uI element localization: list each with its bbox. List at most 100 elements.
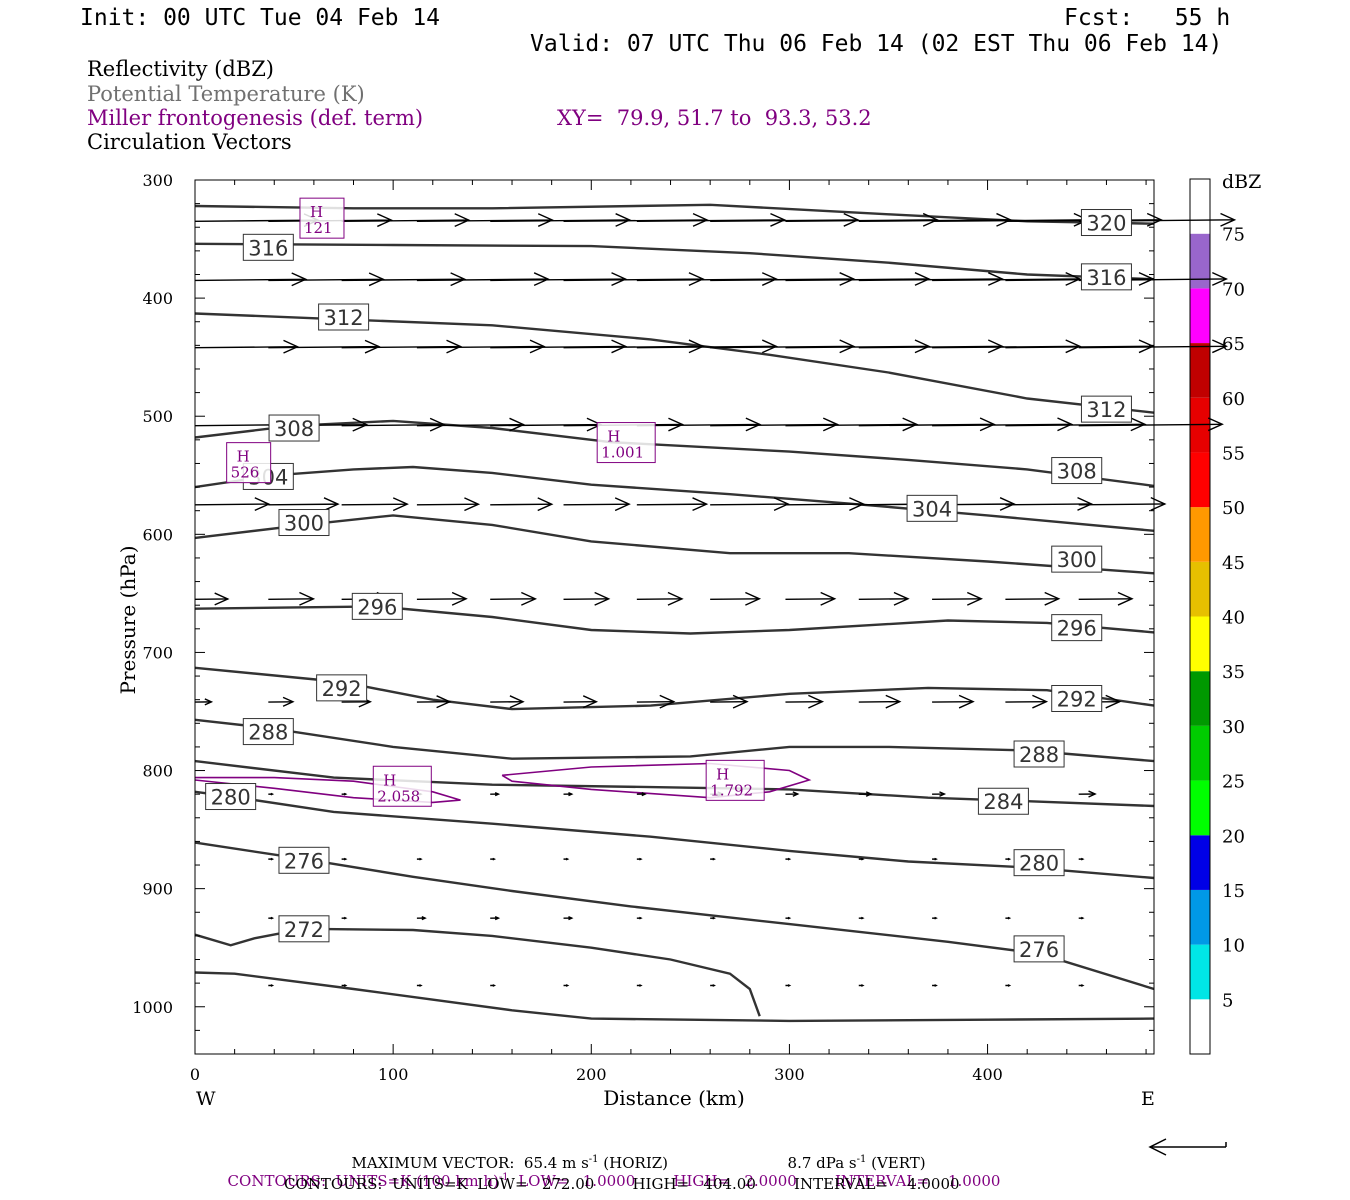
vector-shaft — [416, 278, 549, 282]
vector-head — [1080, 916, 1085, 920]
circulation-vector — [341, 497, 409, 512]
vector-head — [922, 212, 939, 227]
vector-head — [1080, 857, 1085, 861]
vector-shaft — [858, 278, 1003, 282]
circulation-vector — [416, 857, 423, 861]
colorbar-segment — [1190, 889, 1210, 945]
circulation-vector — [1078, 790, 1097, 798]
y-tick-label: 700 — [142, 643, 173, 662]
circulation-vector — [785, 339, 931, 354]
colorbar-tick-label: 20 — [1222, 826, 1245, 847]
vector-head — [641, 791, 647, 797]
vector-head — [1065, 272, 1082, 286]
circulation-vector — [416, 213, 554, 227]
vector-shaft — [341, 219, 469, 223]
vector-head — [820, 591, 837, 606]
circulation-vector — [268, 591, 316, 606]
vector-head — [712, 857, 716, 861]
theta-label: 288 — [1019, 743, 1059, 767]
vector-head — [582, 695, 599, 709]
theta-label-box — [1013, 849, 1065, 877]
circulation-vector — [563, 212, 709, 227]
circulation-vector — [1005, 694, 1049, 709]
vector-head — [1057, 417, 1074, 432]
theta-label-box — [318, 303, 370, 331]
vector-head — [987, 339, 1004, 354]
vector-head — [1207, 417, 1224, 432]
circulation-vector — [563, 915, 574, 921]
circulation-vector — [785, 497, 866, 511]
theta-contour — [194, 841, 1155, 991]
circulation-vector — [636, 694, 676, 709]
colorbar-segment — [1190, 944, 1210, 1000]
circulation-vector — [710, 857, 716, 861]
circulation-vector — [1005, 857, 1012, 861]
theta-label: 292 — [1057, 687, 1097, 711]
vert-tail: (VERT) — [866, 1154, 926, 1172]
vector-head — [1007, 984, 1012, 987]
colorbar-segment — [1190, 233, 1210, 289]
vector-shaft — [194, 503, 269, 506]
circulation-vector — [194, 497, 271, 512]
vector-head — [352, 417, 369, 432]
circulation-vector — [858, 984, 865, 987]
circulation-vector — [268, 792, 275, 796]
theta-label: 316 — [1086, 266, 1126, 290]
vector-head — [343, 916, 348, 920]
circulation-vector — [858, 417, 996, 432]
vector-shaft — [710, 503, 789, 506]
y-axis-label: Pressure (hPa) — [116, 546, 140, 695]
cross-section-endpoints: XY= 79.9, 51.7 to 93.3, 53.2 — [557, 106, 872, 130]
theta-label: 312 — [1086, 398, 1126, 422]
colorbar-tick-label: 5 — [1222, 990, 1233, 1011]
colorbar-segment — [1190, 725, 1210, 781]
vector-head — [787, 857, 792, 861]
circulation-vector — [785, 417, 919, 432]
vector-head — [270, 916, 275, 920]
vector-head — [732, 694, 749, 709]
colorbar-segment — [1190, 343, 1210, 398]
footer-max-vector: MAXIMUM VECTOR: 65.4 m s-1 (HORIZ) — [342, 1140, 668, 1171]
colorbar-tick-label: 75 — [1222, 225, 1245, 246]
vector-head — [745, 591, 762, 606]
vector-shaft — [710, 278, 854, 282]
circulation-vector — [1005, 916, 1012, 920]
colorbar-tick-label: 30 — [1222, 717, 1245, 738]
theta-contour — [194, 666, 1155, 711]
contour-labels: 3203163163123123083083043043003002962962… — [205, 197, 1132, 963]
circulation-vector — [858, 791, 873, 797]
circulation-vector — [563, 339, 705, 354]
circulation-vector — [785, 591, 837, 606]
circulation-vector — [341, 916, 348, 920]
vector-head — [565, 857, 570, 861]
circulation-vector — [785, 791, 800, 797]
vector-head — [1105, 694, 1122, 709]
theta-label: 304 — [912, 497, 952, 521]
vector-head — [270, 857, 275, 861]
vector-head — [1032, 694, 1049, 709]
circulation-vector — [416, 915, 427, 921]
circulation-vector — [710, 497, 790, 511]
vector-shaft — [932, 278, 1080, 282]
circulation-vector — [194, 592, 230, 606]
y-tick-label: 300 — [142, 171, 173, 190]
vector-head — [537, 213, 554, 227]
theta-label: 300 — [284, 512, 324, 536]
vector-shaft — [858, 423, 995, 427]
vector-head — [419, 857, 423, 861]
circulation-vector — [710, 339, 856, 354]
vector-head — [999, 497, 1016, 511]
field-frontogenesis: Miller frontogenesis (def. term) — [87, 106, 424, 130]
theta-label-box — [1051, 545, 1103, 573]
circulation-vector — [636, 417, 762, 432]
high-box — [596, 422, 656, 464]
vector-head — [1130, 417, 1147, 432]
vector-head — [1065, 339, 1082, 354]
colorbar-segment — [1190, 561, 1210, 617]
circulation-vector — [1078, 339, 1229, 354]
theta-label-box — [205, 783, 257, 811]
vector-shaft — [636, 278, 777, 282]
circulation-vector — [490, 339, 628, 354]
circulation-vector — [636, 984, 643, 987]
vector-head — [979, 417, 996, 432]
